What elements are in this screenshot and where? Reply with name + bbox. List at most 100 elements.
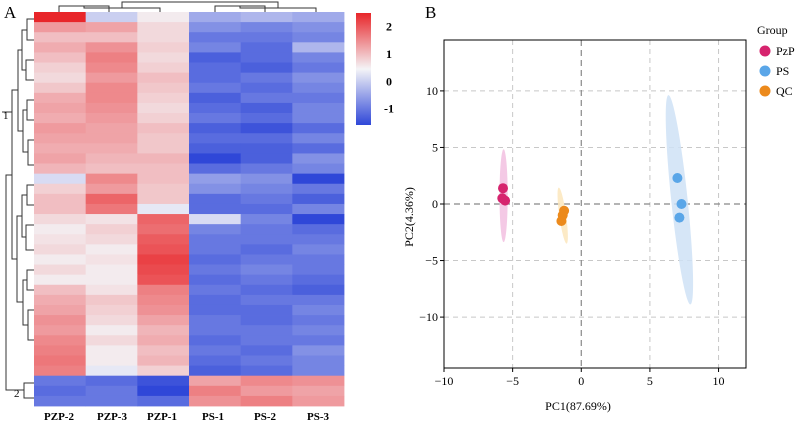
heatmap-cell: [137, 395, 190, 407]
heatmap-cell: [85, 82, 138, 94]
heatmap-cell: [34, 183, 87, 195]
point-qc: [556, 216, 567, 226]
heatmap-cell: [34, 153, 87, 164]
heatmap-cell: [189, 395, 242, 407]
heatmap-cell: [85, 163, 138, 175]
heatmap-cell: [189, 254, 242, 265]
heatmap-cell: [34, 193, 87, 205]
heatmap-cell: [292, 345, 345, 356]
heatmap-cell: [189, 214, 242, 225]
heatmap-cell: [137, 133, 190, 144]
x-axis-ticks: −10 −5 0 5 10: [435, 368, 725, 388]
heatmap-cell: [292, 123, 345, 134]
heatmap-cell: [34, 345, 87, 356]
x-tick-label: 5: [647, 374, 653, 388]
y-axis-ticks: 10 5 0 −5 −10: [419, 84, 444, 324]
zero-lines: [444, 40, 746, 368]
heatmap-cell: [137, 72, 190, 84]
heatmap-cell: [240, 244, 293, 255]
heatmap-cell: [189, 203, 242, 215]
y-axis-title: PC2(4.36%): [402, 187, 416, 247]
x-tick-label: 0: [578, 374, 584, 388]
heatmap-cell: [137, 153, 190, 164]
heatmap-cell: [85, 294, 138, 306]
heatmap-cell: [189, 335, 242, 346]
legend-label-pzp: PzP: [776, 44, 795, 58]
heatmap-cell: [85, 244, 138, 255]
heatmap-cell: [34, 304, 87, 316]
heatmap-cell: [34, 133, 87, 144]
heatmap-cell: [137, 183, 190, 195]
panel-b-letter: B: [425, 3, 436, 22]
heatmap-cell: [34, 203, 87, 215]
panel-a-letter: A: [4, 3, 17, 22]
heatmap-cell: [137, 22, 190, 33]
pca-points: [497, 173, 687, 226]
heatmap-cell: [292, 274, 345, 286]
heatmap-cell: [137, 234, 190, 245]
confidence-ellipses: [499, 95, 694, 305]
heatmap-cell: [189, 62, 242, 74]
col-label-ps-1: PS-1: [202, 411, 224, 422]
heatmap-cell: [34, 62, 87, 74]
heatmap-cell: [189, 173, 242, 185]
heatmap-cell: [240, 395, 293, 407]
heatmap-cell: [292, 183, 345, 195]
heatmap-cell: [137, 375, 190, 387]
heatmap-cell: [85, 395, 138, 407]
heatmap-cell: [240, 193, 293, 205]
heatmap-cell: [292, 143, 345, 154]
heatmap-cell: [137, 335, 190, 346]
heatmap-cell: [137, 193, 190, 205]
heatmap-cell: [292, 325, 345, 336]
heatmap-cell: [240, 365, 293, 377]
heatmap-cell: [292, 254, 345, 265]
heatmap-cell: [240, 304, 293, 316]
heatmap-cell: [292, 32, 345, 43]
column-dendrogram: [58, 1, 317, 12]
heatmap-cell: [292, 244, 345, 255]
heatmap-cell: [34, 385, 87, 397]
heatmap-cell: [34, 143, 87, 154]
heatmap-cell: [34, 234, 87, 245]
heatmap-cell: [189, 345, 242, 356]
heatmap-cell: [189, 92, 242, 104]
heatmap-cell: [34, 42, 87, 53]
colorbar-tick-label: 0: [386, 74, 392, 88]
heatmap-cell: [292, 355, 345, 366]
legend-label-ps: PS: [776, 64, 789, 78]
heatmap-cell: [85, 254, 138, 265]
heatmap-cell: [240, 214, 293, 225]
heatmap-cell: [240, 143, 293, 154]
heatmap-cell: [34, 294, 87, 306]
heatmap-cell: [85, 92, 138, 104]
point-pzp: [500, 195, 511, 206]
heatmap-cell: [137, 365, 190, 377]
legend-marker-qc: [759, 85, 771, 97]
heatmap-cell: [34, 52, 87, 63]
heatmap-cell: [85, 173, 138, 185]
heatmap-cell: [137, 294, 190, 306]
point-ps: [674, 212, 685, 223]
heatmap-cell: [292, 102, 345, 114]
row-dendrogram: [2, 18, 34, 399]
heatmap-cell: [34, 22, 87, 33]
heatmap-cell: [292, 375, 345, 387]
heatmap-cell: [137, 52, 190, 63]
heatmap-cell: [85, 32, 138, 43]
colorbar-tick-label: -1: [384, 102, 394, 116]
heatmap-cell: [292, 284, 345, 296]
heatmap-cell: [292, 315, 345, 326]
heatmap-cell: [189, 123, 242, 134]
heatmap-cell: [189, 224, 242, 235]
heatmap-cell: [240, 133, 293, 144]
y-tick-label: 5: [432, 140, 438, 154]
heatmap-cell: [85, 264, 138, 276]
heatmap-cell: [240, 183, 293, 195]
heatmap-cell: [292, 22, 345, 33]
heatmap-cell: [85, 102, 138, 114]
heatmap-cell: [85, 123, 138, 134]
legend-title: Group: [757, 23, 788, 37]
heatmap-cell: [85, 274, 138, 286]
